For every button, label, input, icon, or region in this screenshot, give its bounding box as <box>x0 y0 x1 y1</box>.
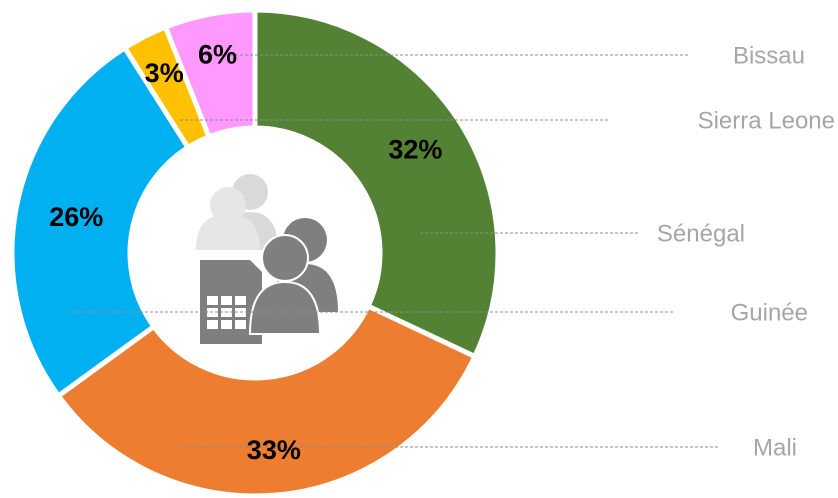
legend-label: Sénégal <box>657 220 745 247</box>
donut-slice <box>9 44 192 400</box>
donut-slice <box>252 7 501 360</box>
value-label: 3% <box>145 58 184 88</box>
legend-label: Guinée <box>731 299 808 326</box>
center-icon <box>196 174 338 344</box>
legend-label: Mali <box>753 434 797 461</box>
donut-slice <box>162 7 258 141</box>
legend-label: Bissau <box>733 42 805 69</box>
value-label: 32% <box>388 134 442 164</box>
value-label: 26% <box>49 202 103 232</box>
donut-slice <box>54 302 479 498</box>
value-label: 6% <box>198 40 237 70</box>
legend-label: Sierra Leone <box>698 107 835 134</box>
value-label: 33% <box>247 435 301 465</box>
donut <box>9 7 501 498</box>
